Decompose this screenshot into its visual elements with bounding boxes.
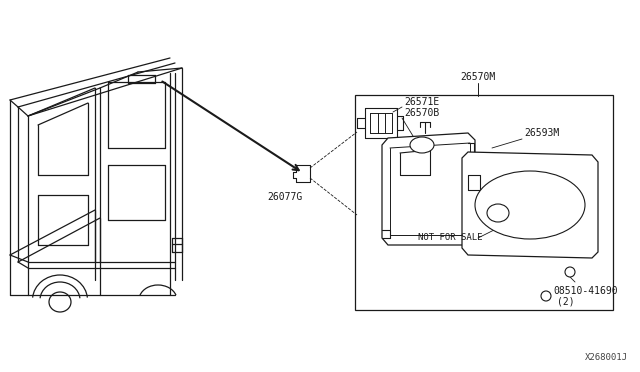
Circle shape bbox=[565, 267, 575, 277]
Text: 26570B: 26570B bbox=[404, 108, 439, 118]
Circle shape bbox=[541, 291, 551, 301]
Text: 26593M: 26593M bbox=[524, 128, 559, 138]
Text: 08510-41690: 08510-41690 bbox=[553, 286, 618, 296]
Text: NOT FOR SALE: NOT FOR SALE bbox=[418, 234, 483, 243]
Text: 26077G: 26077G bbox=[268, 192, 303, 202]
Text: (2): (2) bbox=[557, 297, 575, 307]
Text: 26570M: 26570M bbox=[460, 72, 495, 82]
Bar bbox=[355, 95, 613, 310]
Ellipse shape bbox=[410, 137, 434, 153]
Polygon shape bbox=[382, 133, 475, 245]
Ellipse shape bbox=[487, 204, 509, 222]
Ellipse shape bbox=[475, 171, 585, 239]
Text: S: S bbox=[544, 294, 548, 298]
Text: X268001J: X268001J bbox=[585, 353, 628, 362]
Polygon shape bbox=[462, 152, 598, 258]
Text: 26571E: 26571E bbox=[404, 97, 439, 107]
